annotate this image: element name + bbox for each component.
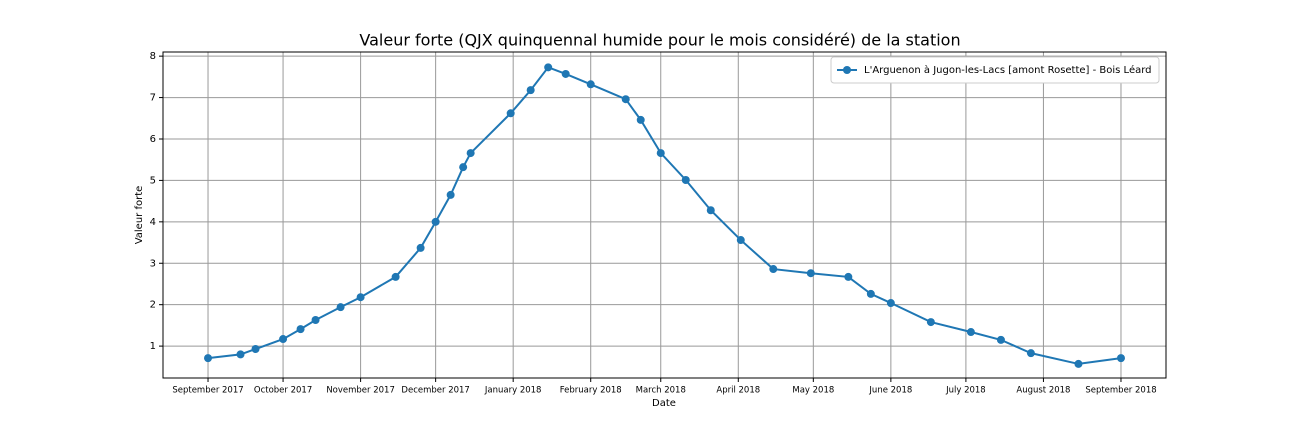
data-point [466, 149, 475, 158]
x-tick-label: May 2018 [792, 386, 834, 396]
data-point [544, 63, 553, 72]
x-tick-label: September 2018 [1085, 386, 1156, 396]
data-point [926, 318, 935, 327]
x-tick-label: April 2018 [716, 386, 760, 396]
data-point [251, 345, 260, 354]
chart-title: Valeur forte (QJX quinquennal humide pou… [359, 31, 960, 50]
y-tick-label: 4 [150, 217, 156, 228]
data-point [966, 328, 975, 337]
data-point [236, 350, 245, 359]
x-tick-label: March 2018 [636, 386, 686, 396]
data-point [996, 335, 1005, 344]
x-axis-label: Date [652, 398, 676, 409]
data-point [296, 325, 305, 334]
y-tick-label: 7 [150, 93, 156, 104]
legend-box [830, 56, 1160, 84]
data-point [806, 269, 815, 278]
x-tick-label: September 2017 [172, 386, 243, 396]
data-point [636, 115, 645, 124]
y-axis-label: Valeur forte [134, 186, 145, 245]
data-point [446, 190, 455, 199]
data-point [844, 272, 853, 281]
data-point [1026, 349, 1035, 358]
data-point [706, 206, 715, 215]
data-point [336, 303, 345, 312]
y-tick-label: 1 [150, 341, 156, 352]
x-tick-label: June 2018 [868, 386, 912, 396]
data-point [279, 335, 288, 344]
data-point [1116, 354, 1125, 363]
data-point [736, 236, 745, 245]
data-point [506, 109, 515, 118]
data-point [431, 217, 440, 226]
data-point [621, 95, 630, 104]
plot-frame [162, 51, 1167, 379]
data-point [586, 80, 595, 89]
data-point [391, 272, 400, 281]
y-tick-label: 3 [150, 258, 156, 269]
x-tick-label: December 2017 [401, 386, 469, 396]
data-point [561, 69, 570, 78]
y-tick-label: 2 [150, 300, 156, 311]
data-point [886, 299, 895, 308]
legend-label: L'Arguenon à Jugon-les-Lacs [amont Roset… [864, 64, 1152, 76]
data-point [681, 175, 690, 184]
data-point [311, 316, 320, 325]
x-tick-label: February 2018 [560, 386, 622, 396]
y-tick-label: 8 [150, 51, 156, 62]
data-point [204, 354, 213, 363]
x-tick-label: January 2018 [484, 386, 542, 396]
data-point [526, 86, 535, 95]
x-tick-label: November 2017 [326, 386, 395, 396]
data-point [459, 163, 468, 172]
data-point [656, 149, 665, 158]
x-tick-label: August 2018 [1016, 386, 1070, 396]
data-point [416, 243, 425, 252]
data-point [356, 293, 365, 302]
y-tick-label: 5 [150, 175, 156, 186]
x-tick-label: October 2017 [254, 386, 312, 396]
data-point [769, 265, 778, 274]
data-point [866, 289, 875, 298]
series-line [207, 66, 1122, 365]
y-tick-label: 6 [150, 134, 156, 145]
legend-marker [843, 66, 851, 74]
x-tick-label: July 2018 [945, 386, 986, 396]
data-point [1074, 359, 1083, 368]
